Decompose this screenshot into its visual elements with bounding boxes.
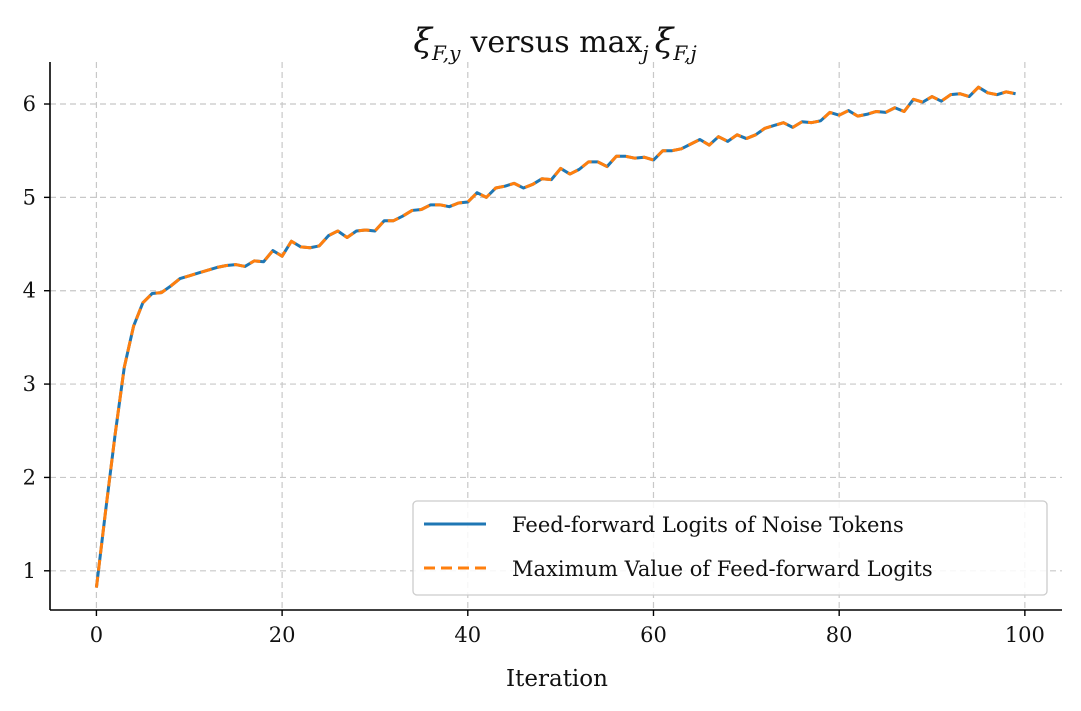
legend-box — [412, 500, 1048, 596]
series — [94, 85, 1016, 588]
legend: Feed-forward Logits of Noise Tokens Maxi… — [412, 500, 1048, 596]
grid — [50, 62, 1062, 610]
x-tick-label-20: 20 — [269, 623, 296, 647]
x-tick-label-40: 40 — [454, 623, 481, 647]
title-subscript-1: F,y — [431, 41, 461, 65]
y-tick-label-5: 5 — [23, 185, 36, 209]
chart-title: ξF,y versus maxj ξF,j — [413, 21, 696, 65]
series-line-max-value — [94, 85, 1016, 588]
y-tick-label-6: 6 — [23, 92, 36, 116]
title-xi-1: ξ — [413, 21, 434, 61]
title-subscript-2: F,j — [672, 41, 696, 65]
legend-label-noise-tokens: Feed-forward Logits of Noise Tokens — [512, 513, 904, 537]
x-tick-label-60: 60 — [640, 623, 667, 647]
x-tick-label-100: 100 — [1005, 623, 1045, 647]
x-tick-label-80: 80 — [826, 623, 853, 647]
legend-label-max-value: Maximum Value of Feed-forward Logits — [512, 557, 933, 581]
title-middle: versus max — [469, 25, 642, 60]
axes: 0 20 40 60 80 100 1 2 3 4 5 6 — [23, 62, 1062, 647]
x-tick-label-0: 0 — [90, 623, 103, 647]
y-tick-label-4: 4 — [23, 279, 36, 303]
x-axis-label: Iteration — [506, 666, 608, 692]
y-tick-label-2: 2 — [23, 465, 36, 489]
y-tick-label-1: 1 — [23, 559, 36, 583]
title-subscript-j: j — [638, 41, 648, 65]
y-tick-label-3: 3 — [23, 372, 36, 396]
title-xi-2: ξ — [655, 21, 676, 61]
